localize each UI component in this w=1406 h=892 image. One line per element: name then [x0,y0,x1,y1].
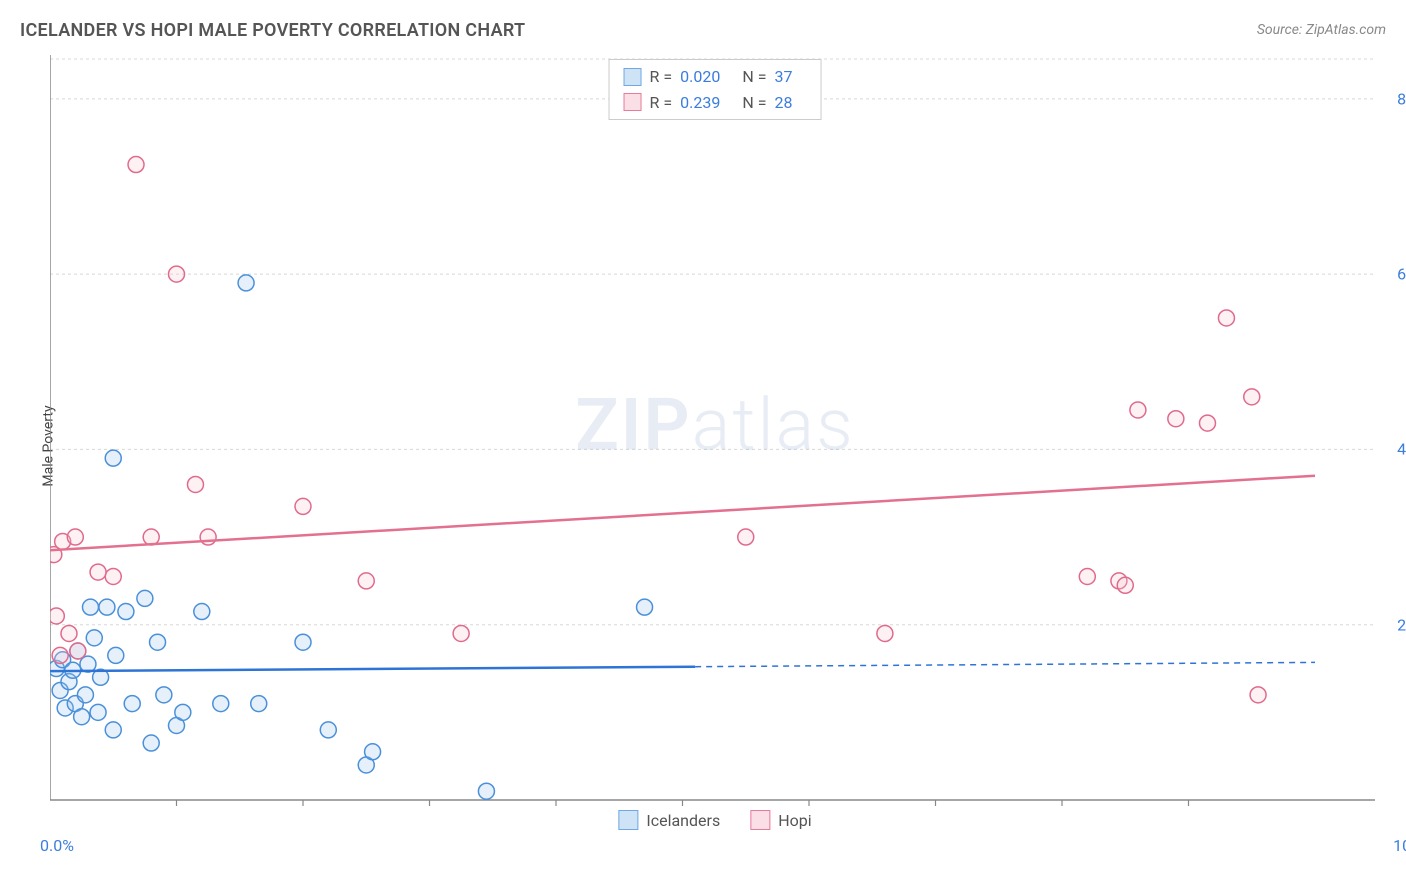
series-legend: Icelanders Hopi [618,810,811,830]
x-tick-end-label: 100.0% [1393,836,1406,855]
legend-label: Icelanders [646,811,720,830]
stats-r-value: 0.239 [680,90,720,116]
y-tick-label: 20.0% [1397,615,1406,634]
correlation-stats-box: R = 0.020 N = 37 R = 0.239 N = 28 [609,59,822,120]
stats-r-value: 0.020 [680,64,720,90]
stats-n-value: 28 [774,90,792,116]
stats-r-label: R = [650,90,673,116]
stats-row: R = 0.020 N = 37 [624,64,807,90]
stats-n-value: 37 [774,64,792,90]
legend-swatch [618,810,638,830]
y-tick-label: 40.0% [1397,440,1406,459]
x-tick-start-label: 0.0% [40,836,74,855]
chart-header: ICELANDER VS HOPI MALE POVERTY CORRELATI… [20,20,1386,50]
source-attribution: Source: ZipAtlas.com [1257,22,1386,38]
y-tick-label: 80.0% [1397,89,1406,108]
chart-container: ICELANDER VS HOPI MALE POVERTY CORRELATI… [0,0,1406,892]
legend-item: Hopi [750,810,811,830]
plot-area: ZIPatlas R =0.020N =37R =0.239N =28 Icel… [50,55,1380,825]
y-tick-label: 60.0% [1397,265,1406,284]
stats-row: R = 0.239 N = 28 [624,90,807,116]
stats-n-label: N = [742,90,766,116]
chart-title: ICELANDER VS HOPI MALE POVERTY CORRELATI… [20,20,1386,41]
stats-swatch [624,68,642,86]
legend-swatch [750,810,770,830]
scatter-chart-svg [50,55,1380,825]
stats-r-label: R = [650,64,673,90]
stats-n-label: N = [742,64,766,90]
legend-label: Hopi [778,811,811,830]
legend-item: Icelanders [618,810,720,830]
stats-swatch [624,93,642,111]
